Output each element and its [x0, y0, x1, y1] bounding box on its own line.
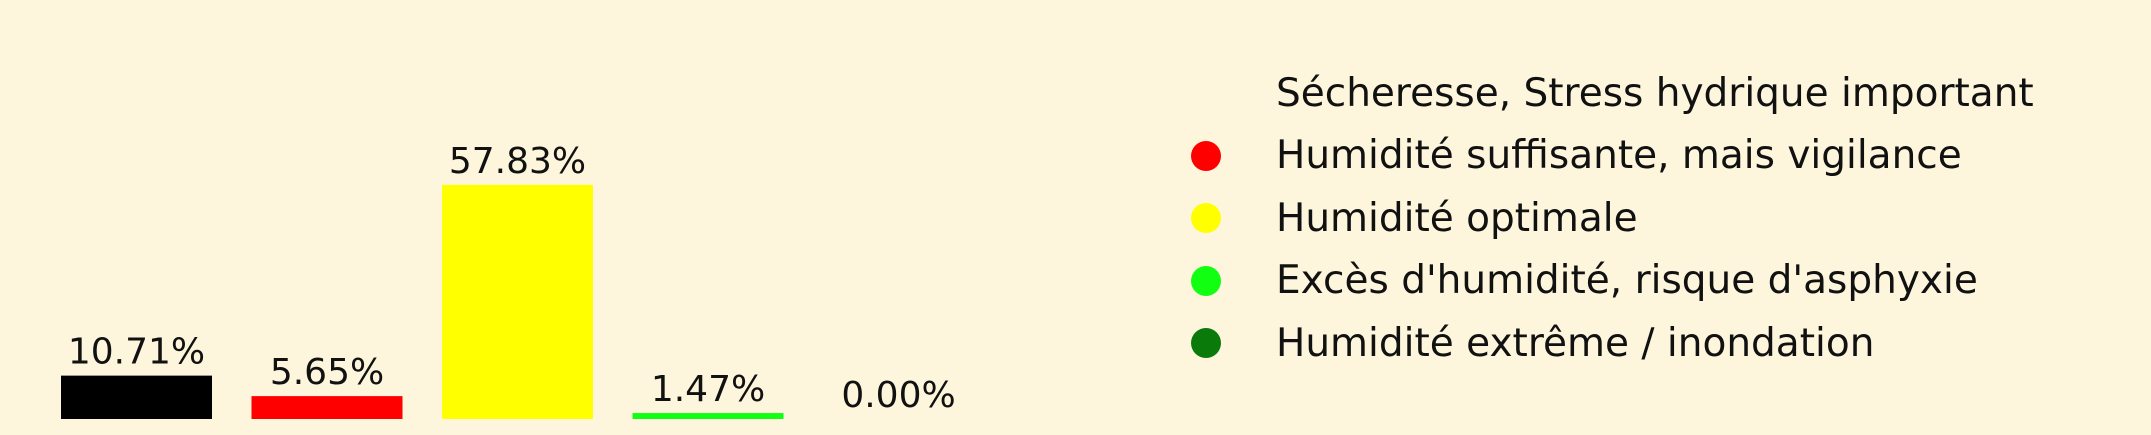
- bar-value-label: 0.00%: [841, 375, 955, 416]
- legend-swatch-black: [1191, 78, 1221, 108]
- legend-item-humidite-extreme: Humidité extrême / inondation: [1190, 312, 2034, 375]
- legend-item-humidite-suffisante: Humidité suffisante, mais vigilance: [1190, 125, 2034, 188]
- bar: [442, 184, 593, 419]
- legend-swatch-darkgreen: [1191, 328, 1221, 359]
- legend-label: Sécheresse, Stress hydrique important: [1276, 70, 2034, 116]
- bar-value-label: 5.65%: [270, 352, 384, 393]
- legend-swatch-green: [1191, 265, 1221, 296]
- bar-value-label: 10.71%: [68, 332, 205, 373]
- legend-label: Humidité optimale: [1276, 195, 1638, 241]
- bar-value-label: 1.47%: [651, 369, 765, 410]
- bar: [61, 375, 212, 419]
- bar-value-label: 57.83%: [449, 141, 586, 182]
- legend: Sécheresse, Stress hydrique important Hu…: [1190, 62, 2034, 375]
- bar: [632, 413, 784, 419]
- legend-swatch-red: [1191, 140, 1221, 171]
- legend-swatch-yellow: [1191, 203, 1221, 234]
- legend-item-secheresse: Sécheresse, Stress hydrique important: [1190, 62, 2034, 125]
- legend-label: Humidité suffisante, mais vigilance: [1276, 133, 1962, 179]
- bar: [251, 396, 403, 419]
- legend-item-humidite-optimale: Humidité optimale: [1190, 187, 2034, 250]
- legend-label: Humidité extrême / inondation: [1276, 320, 1875, 366]
- legend-item-exces-humidite: Excès d'humidité, risque d'asphyxie: [1190, 250, 2034, 313]
- legend-label: Excès d'humidité, risque d'asphyxie: [1276, 258, 1978, 304]
